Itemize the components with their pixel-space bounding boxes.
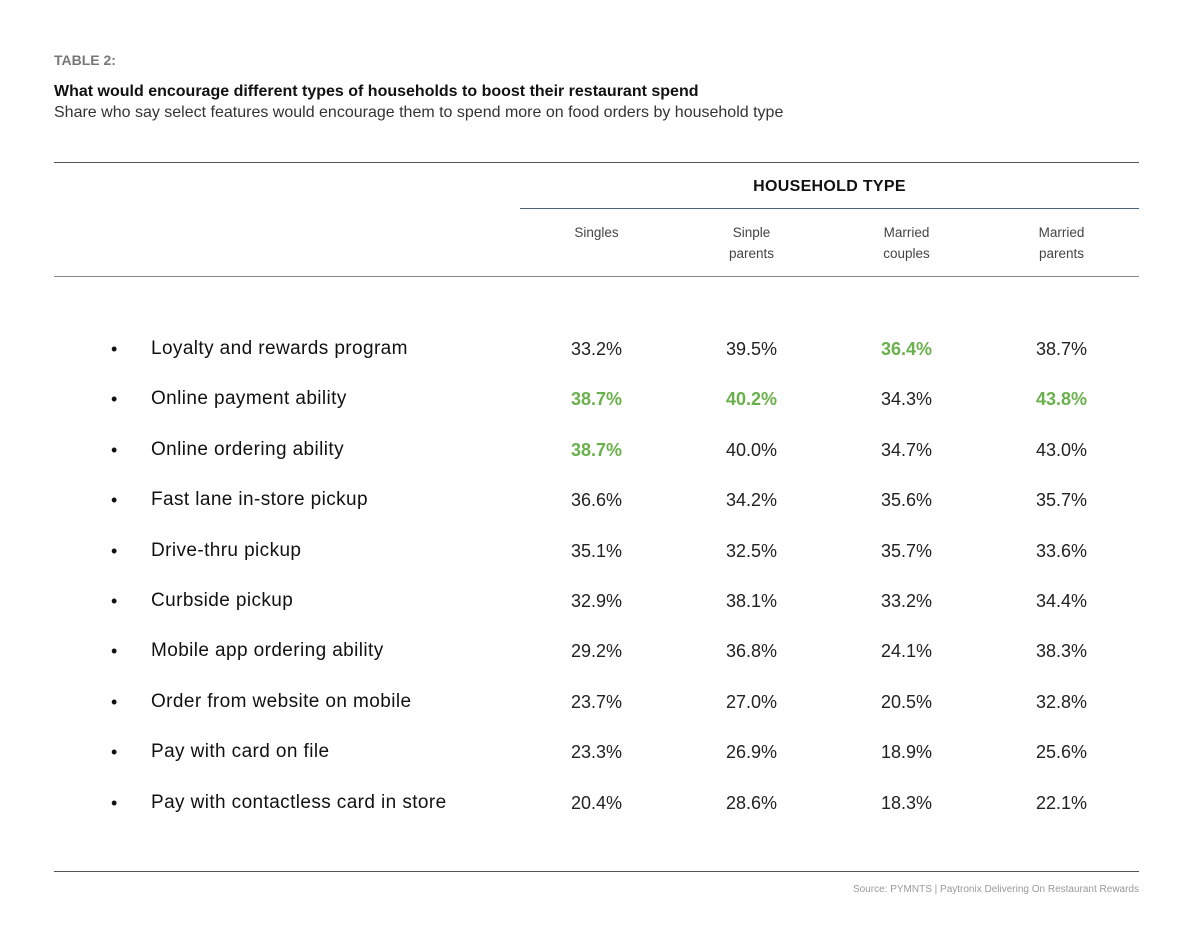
table-row: • Order from website on mobile 23.7% 27.0% 2…: [0, 687, 1203, 717]
value-cell: 34.7%: [880, 439, 933, 460]
table-row: • Drive-thru pickup 35.1% 32.5% 35.7% 33.6%: [0, 536, 1203, 566]
value-cell: 26.9%: [725, 742, 778, 763]
table-row: • Online payment ability 38.7% 40.2% 34.3% 43…: [0, 384, 1203, 414]
value-cell: 28.6%: [725, 792, 778, 813]
row-label: Drive-thru pickup: [151, 539, 302, 561]
value-cell: 24.1%: [880, 641, 933, 662]
value-cell: 18.9%: [880, 742, 933, 763]
row-label: Fast lane in-store pickup: [151, 489, 368, 511]
row-label: Online ordering ability: [151, 438, 344, 460]
value-cell: 25.6%: [1035, 742, 1088, 763]
row-label: Curbside pickup: [151, 590, 294, 611]
column-header-singles: Singles: [519, 222, 674, 243]
value-cell: 40.2%: [725, 389, 778, 410]
value-cell: 33.6%: [1035, 540, 1088, 561]
column-header-married-couples: Married couples: [829, 222, 984, 264]
row-label: Loyalty and rewards program: [151, 338, 408, 359]
table-row: • Pay with contactless card in store 20.4%…: [0, 788, 1203, 818]
table-subtitle: Share who say select features would enco…: [54, 104, 784, 121]
value-cell: 32.9%: [570, 591, 623, 611]
value-cell: 27.0%: [725, 691, 778, 712]
header-divider: [54, 276, 1139, 277]
value-cell: 35.7%: [1035, 490, 1088, 511]
value-cell: 38.1%: [725, 591, 778, 611]
column-header-line: Singles: [574, 225, 619, 240]
bullet-icon: •: [111, 339, 118, 359]
value-cell: 22.1%: [1035, 792, 1088, 813]
value-cell: 23.7%: [570, 691, 623, 712]
table-row: • Mobile app ordering ability 29.2% 36.8% 24…: [0, 636, 1203, 666]
value-cell: 43.0%: [1035, 439, 1088, 460]
value-cell: 39.5%: [725, 339, 778, 359]
bullet-icon: •: [111, 389, 118, 410]
bullet-icon: •: [111, 591, 118, 611]
row-label: Pay with contactless card in store: [151, 791, 447, 813]
value-cell: 36.6%: [570, 490, 623, 511]
column-header-line: parents: [728, 246, 775, 261]
bullet-icon: •: [111, 691, 118, 712]
column-header-single-parents: Sinple parents: [674, 222, 829, 264]
source-note: Source: PYMNTS | Paytronix Delivering On…: [852, 884, 1139, 895]
column-header-line: Sinple: [732, 225, 771, 240]
table-row: • Online ordering ability 38.7% 40.0% 34.7% 4…: [0, 435, 1203, 465]
group-divider: [520, 208, 1139, 209]
value-cell: 36.8%: [725, 641, 778, 662]
bullet-icon: •: [111, 540, 118, 561]
value-cell: 40.0%: [725, 439, 778, 460]
value-cell: 35.7%: [880, 540, 933, 561]
group-header: HOUSEHOLD TYPE: [753, 178, 906, 195]
table-label: TABLE 2:: [54, 52, 116, 68]
bottom-divider: [54, 871, 1139, 872]
table-row: • Pay with card on file 23.3% 26.9% 18.9% 25.…: [0, 737, 1203, 767]
value-cell: 35.6%: [880, 490, 933, 511]
top-divider: [54, 162, 1139, 163]
table-title: What would encourage different types of …: [54, 83, 699, 100]
column-header-married-parents: Married parents: [984, 222, 1139, 264]
value-cell: 38.7%: [570, 389, 623, 410]
value-cell: 33.2%: [880, 591, 933, 611]
value-cell: 33.2%: [570, 339, 623, 359]
bullet-icon: •: [111, 641, 118, 662]
row-label: Online payment ability: [151, 388, 347, 410]
row-label: Order from website on mobile: [151, 690, 412, 712]
value-cell: 20.4%: [570, 792, 623, 813]
value-cell: 34.3%: [880, 389, 933, 410]
column-header-line: parents: [1038, 246, 1085, 261]
value-cell: 36.4%: [880, 339, 933, 359]
row-label: Pay with card on file: [151, 741, 330, 763]
column-header-line: Married: [1038, 225, 1085, 240]
value-cell: 34.4%: [1035, 591, 1088, 611]
value-cell: 34.2%: [725, 490, 778, 511]
bullet-icon: •: [111, 792, 118, 813]
value-cell: 38.7%: [570, 439, 623, 460]
column-header-line: Married: [883, 225, 930, 240]
value-cell: 20.5%: [880, 691, 933, 712]
value-cell: 18.3%: [880, 792, 933, 813]
column-header-line: couples: [883, 246, 930, 261]
table-row: • Loyalty and rewards program 33.2% 39.5% 36…: [0, 334, 1203, 364]
value-cell: 38.3%: [1035, 641, 1088, 662]
value-cell: 23.3%: [570, 742, 623, 763]
value-cell: 38.7%: [1035, 339, 1088, 359]
table-row: • Fast lane in-store pickup 36.6% 34.2% 35.6…: [0, 485, 1203, 515]
value-cell: 43.8%: [1035, 389, 1088, 410]
bullet-icon: •: [111, 439, 118, 460]
table-row: • Curbside pickup 32.9% 38.1% 33.2% 34.4%: [0, 586, 1203, 616]
value-cell: 35.1%: [570, 540, 623, 561]
value-cell: 32.8%: [1035, 691, 1088, 712]
row-label: Mobile app ordering ability: [151, 640, 384, 662]
value-cell: 32.5%: [725, 540, 778, 561]
value-cell: 29.2%: [570, 641, 623, 662]
bullet-icon: •: [111, 742, 118, 763]
bullet-icon: •: [111, 490, 118, 511]
